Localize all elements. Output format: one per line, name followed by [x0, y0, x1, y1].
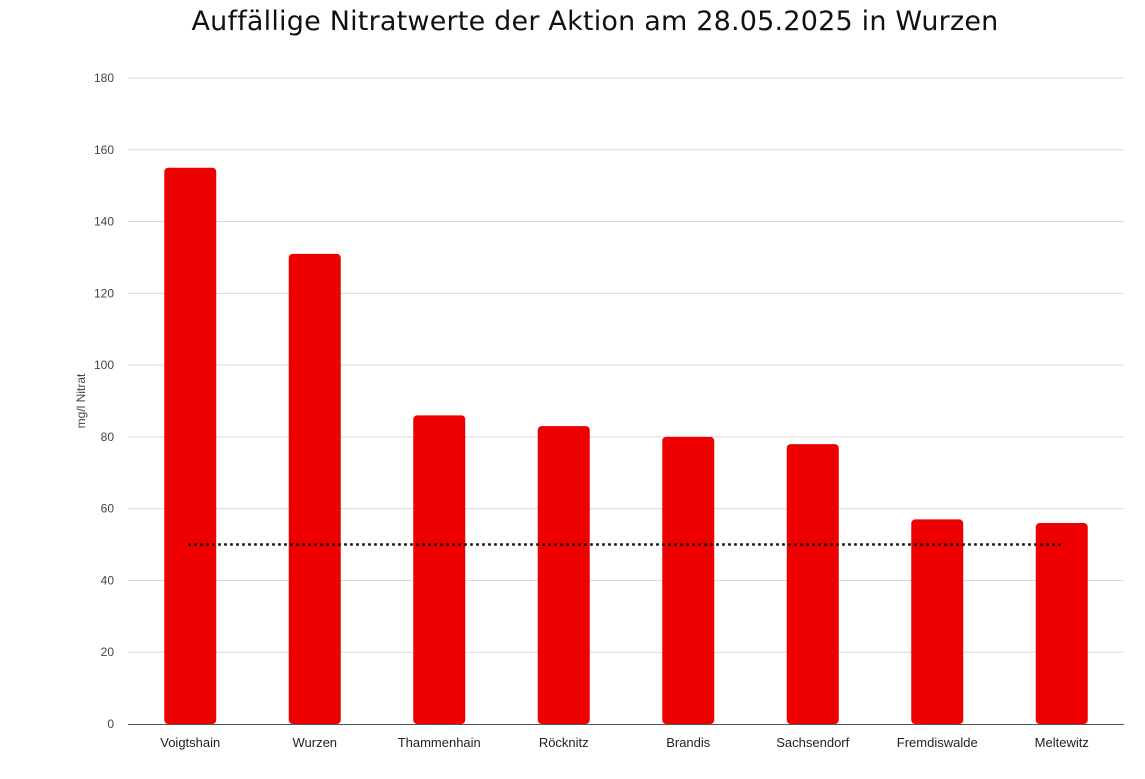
x-axis-labels: Voigtshain Wurzen Thammenhain Röcknitz Brand…: [160, 735, 1089, 750]
y-tick-label: 160: [94, 143, 114, 157]
bar-röcknitz: [537, 426, 590, 724]
bar-thammenhain: [413, 415, 466, 724]
y-tick-label: 20: [101, 645, 115, 659]
y-tick-label: 80: [101, 430, 115, 444]
bar-voigtshain: [164, 167, 217, 724]
bar-fremdiswalde: [911, 519, 964, 724]
x-tick-label: Brandis: [666, 735, 711, 750]
y-tick-label: 180: [94, 71, 114, 85]
y-tick-label: 120: [94, 286, 114, 300]
bar-brandis: [662, 436, 715, 724]
x-tick-label: Fremdiswalde: [897, 735, 978, 750]
x-tick-label: Voigtshain: [160, 735, 220, 750]
x-tick-label: Meltewitz: [1035, 735, 1089, 750]
bar-meltewitz: [1035, 523, 1088, 724]
chart-title: Auffällige Nitratwerte der Aktion am 28.…: [191, 6, 999, 37]
bars: [164, 167, 1088, 724]
x-tick-label: Thammenhain: [398, 735, 481, 750]
bar-sachsendorf: [786, 444, 839, 724]
y-tick-label: 0: [107, 717, 114, 731]
y-tick-label: 40: [101, 573, 115, 587]
y-tick-label: 140: [94, 215, 114, 229]
x-tick-label: Wurzen: [292, 735, 337, 750]
bar-wurzen: [288, 253, 341, 724]
x-tick-label: Sachsendorf: [776, 735, 849, 750]
y-tick-label: 100: [94, 358, 114, 372]
y-tick-label: 60: [101, 502, 115, 516]
y-axis-ticks: 0 20 40 60 80 100 120 140 160 180: [94, 71, 114, 731]
gridlines: [128, 77, 1124, 653]
x-tick-label: Röcknitz: [539, 735, 589, 750]
